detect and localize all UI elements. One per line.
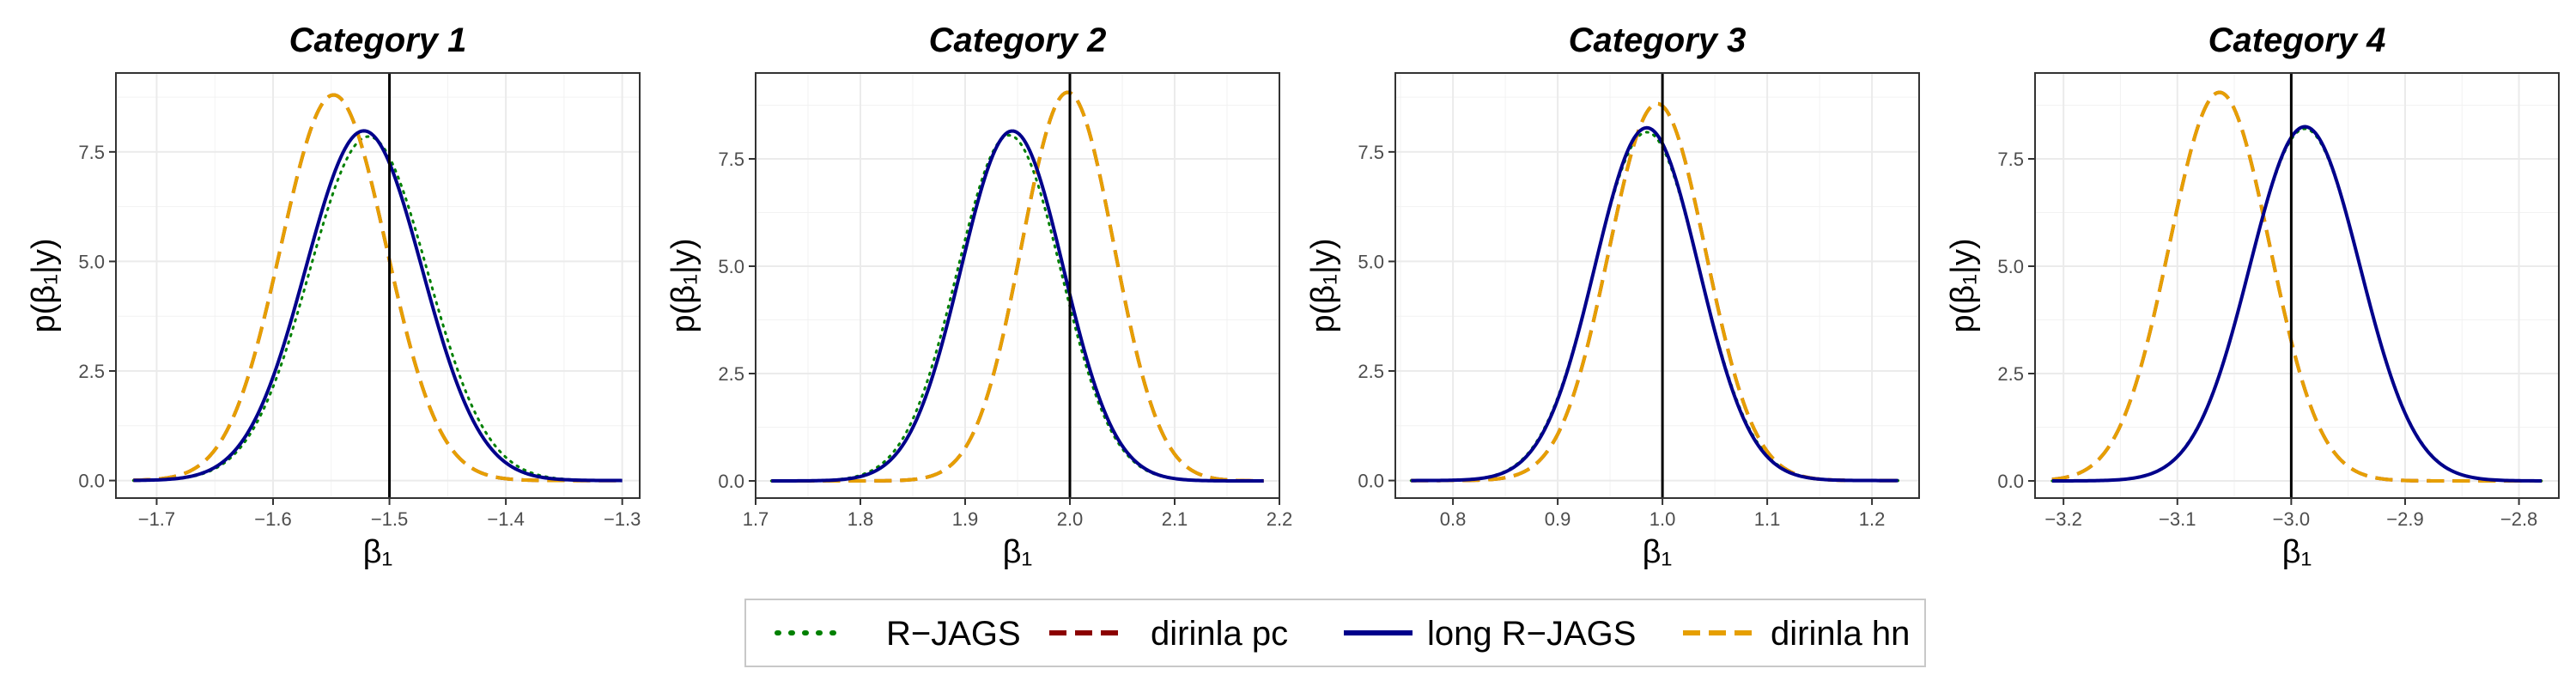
series-line-long-r-jags — [771, 129, 1264, 483]
panel-border — [115, 72, 641, 499]
x-axis-label: β₁ — [2282, 534, 2312, 570]
series-line-long-r-jags — [2051, 125, 2543, 483]
y-tick-label: 7.5 — [1997, 149, 2024, 170]
y-tick-label: 0.0 — [718, 471, 744, 492]
x-tick-label: −3.2 — [2044, 508, 2081, 530]
panels: −1.7 −1.6 −1.5 −1.4 −1.3 0.0 2.5 5.0 7.5 Category… — [26, 21, 2560, 570]
legend: R−JAGS dirinla pc long R−JAGS dirinla hn — [744, 599, 1926, 667]
x-axis-label: β₁ — [1003, 534, 1033, 570]
legend-item-dirinla-pc: dirinla pc — [1049, 615, 1288, 653]
legend-item-dirinla-hn: dirinla hn — [1683, 615, 1910, 653]
density-curves — [769, 90, 1266, 483]
y-tick-label: 5.0 — [1997, 256, 2024, 277]
y-tick-label: 0.0 — [78, 471, 105, 492]
panel-border — [2034, 72, 2560, 499]
x-tick-label: −1.3 — [604, 508, 641, 530]
y-tick-label: 5.0 — [1358, 251, 1384, 272]
legend-label-long-r-jags: long R−JAGS — [1427, 615, 1636, 653]
series-line-dirinla-hn — [771, 90, 1264, 483]
legend-label-r-jags: R−JAGS — [886, 615, 1021, 653]
legend-item-r-jags: R−JAGS — [775, 615, 1021, 653]
series-line-long-r-jags — [133, 129, 623, 483]
x-tick-label: 1.0 — [1649, 508, 1676, 530]
series-line-dirinla-hn — [2051, 90, 2543, 483]
plot-area — [1395, 73, 1919, 498]
x-tick-label: −2.8 — [2500, 508, 2537, 530]
y-tick-label: 5.0 — [718, 256, 744, 277]
density-curves — [131, 93, 624, 483]
y-tick-label: 2.5 — [718, 363, 744, 385]
y-tick-label: 2.5 — [78, 361, 105, 382]
plot-area — [2035, 73, 2559, 498]
panel-category-4: −3.2 −3.1 −3.0 −2.9 −2.8 0.0 2.5 5.0 7.5 Category… — [1945, 21, 2560, 570]
x-tick-label: −1.6 — [254, 508, 291, 530]
y-tick-label: 7.5 — [1358, 142, 1384, 163]
plot-area — [116, 73, 640, 498]
y-axis-label: p(β₁|y) — [26, 239, 62, 333]
density-curves — [1409, 101, 1900, 483]
series-line-r-jags — [1409, 131, 1900, 483]
panel-category-3: 0.8 0.9 1.0 1.1 1.2 0.0 2.5 5.0 7.5 Category 3 β₁ p… — [1305, 21, 1920, 570]
x-tick-label: 0.9 — [1545, 508, 1571, 530]
y-axis-label: p(β₁|y) — [665, 239, 702, 333]
x-tick-label: 2.2 — [1267, 508, 1293, 530]
panel-border — [1394, 72, 1920, 499]
x-tick-label: 1.7 — [743, 508, 769, 530]
y-tick-label: 7.5 — [718, 149, 744, 170]
legend-box — [744, 599, 1926, 667]
y-tick-label: 0.0 — [1997, 471, 2024, 492]
legend-label-dirinla-hn: dirinla hn — [1771, 615, 1910, 653]
x-tick-label: 2.0 — [1057, 508, 1084, 530]
y-tick-label: 5.0 — [78, 251, 105, 272]
panel-title: Category 3 — [1569, 21, 1747, 59]
y-axis-label: p(β₁|y) — [1945, 239, 1981, 333]
x-tick-label: −1.4 — [487, 508, 524, 530]
panel-title: Category 2 — [929, 21, 1107, 59]
panel-title: Category 1 — [289, 21, 467, 59]
x-tick-label: 1.8 — [848, 508, 874, 530]
x-tick-label: −3.0 — [2273, 508, 2310, 530]
panel-category-1: −1.7 −1.6 −1.5 −1.4 −1.3 0.0 2.5 5.0 7.5 Category… — [26, 21, 641, 570]
series-line-dirinla-hn — [133, 93, 623, 483]
x-tick-label: 0.8 — [1440, 508, 1467, 530]
y-tick-label: 2.5 — [1997, 363, 2024, 385]
x-tick-label: −1.7 — [138, 508, 175, 530]
x-tick-label: 1.2 — [1859, 508, 1886, 530]
legend-item-long-r-jags: long R−JAGS — [1344, 615, 1636, 653]
y-axis-label: p(β₁|y) — [1305, 239, 1341, 333]
x-tick-label: 2.1 — [1162, 508, 1188, 530]
y-tick-label: 0.0 — [1358, 471, 1384, 492]
x-tick-label: 1.9 — [952, 508, 979, 530]
x-tick-label: 1.1 — [1754, 508, 1781, 530]
y-tick-label: 7.5 — [78, 142, 105, 163]
x-tick-label: −2.9 — [2386, 508, 2423, 530]
panel-category-2: 1.7 1.8 1.9 2.0 2.1 2.2 0.0 2.5 5.0 7.5 Category 2… — [665, 21, 1292, 570]
panel-title: Category 4 — [2208, 21, 2386, 59]
series-line-long-r-jags — [1411, 125, 1899, 483]
x-axis-label: β₁ — [363, 534, 393, 570]
y-tick-label: 2.5 — [1358, 361, 1384, 382]
x-axis-label: β₁ — [1643, 534, 1673, 570]
density-curves — [2050, 90, 2543, 483]
panel-border — [755, 72, 1280, 499]
legend-label-dirinla-pc: dirinla pc — [1151, 615, 1288, 653]
x-tick-label: −1.5 — [371, 508, 408, 530]
x-tick-label: −3.1 — [2159, 508, 2196, 530]
